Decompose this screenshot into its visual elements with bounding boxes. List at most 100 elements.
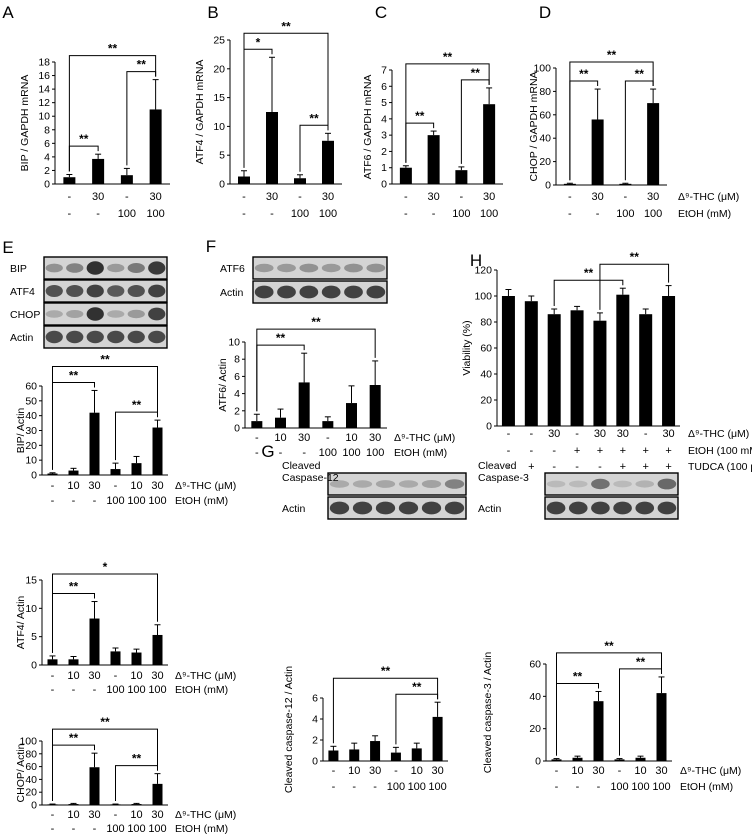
significance-marker: ** (607, 48, 617, 62)
condition-label: EtOH (mM) (680, 781, 733, 793)
condition-value: 100 (319, 447, 337, 459)
condition-value: 30 (431, 765, 443, 777)
blot-label: Actin (282, 503, 306, 515)
significance-marker: ** (69, 731, 79, 745)
condition-value: - (575, 461, 579, 473)
blot-band (546, 480, 566, 488)
significance-bracket (619, 668, 662, 756)
significance-marker: ** (132, 752, 142, 766)
condition-value: 10 (571, 765, 583, 777)
condition-value: - (432, 208, 436, 220)
condition-value: - (72, 495, 76, 507)
condition-value: + (528, 461, 534, 473)
blot-band (127, 309, 145, 319)
y-tick-label: 20 (213, 63, 225, 75)
blot-label: ATF6 (220, 263, 245, 275)
significance-marker: ** (276, 331, 286, 345)
significance-marker: ** (137, 58, 147, 72)
blot-band (568, 480, 588, 488)
bar (370, 741, 381, 761)
condition-value: - (125, 191, 129, 203)
bar (120, 175, 133, 184)
blot-band (66, 263, 84, 273)
significance-marker: ** (471, 66, 481, 80)
condition-value: 30 (88, 670, 100, 682)
condition-value: 30 (662, 428, 674, 440)
condition-label: TUDCA (100 μM) (688, 461, 752, 473)
bar (152, 634, 163, 665)
y-tick-label: 120 (474, 265, 492, 277)
condition-value: - (552, 445, 556, 457)
blot-band (375, 480, 396, 488)
y-tick-label: 14 (38, 84, 50, 96)
y-tick-label: 20 (539, 156, 551, 168)
condition-value: - (555, 781, 559, 793)
condition-value: 10 (274, 432, 286, 444)
condition-value: 30 (617, 428, 629, 440)
bar (89, 618, 100, 665)
y-tick-label: 0 (312, 756, 318, 768)
condition-value: 30 (594, 428, 606, 440)
condition-value: - (51, 480, 55, 492)
y-axis-label: CHOP/ Actin (15, 743, 27, 802)
blot-label: Caspase-3 (478, 472, 529, 484)
y-tick-label: 0 (219, 179, 225, 191)
bar (483, 104, 496, 184)
panel-label: G (261, 442, 274, 461)
bar (47, 473, 58, 475)
bar (619, 183, 632, 185)
bar (411, 748, 422, 761)
condition-value: 30 (322, 191, 334, 203)
bar (275, 417, 286, 428)
blot-band (86, 284, 104, 298)
blot-band (329, 501, 350, 515)
bar (662, 296, 676, 426)
y-tick-label: 15 (25, 575, 37, 587)
condition-label: EtOH (mM) (175, 684, 228, 696)
blot-band (398, 480, 419, 488)
bar (639, 314, 653, 426)
panel-label: E (2, 238, 13, 257)
blot-band (657, 501, 677, 515)
condition-value: - (552, 461, 556, 473)
bar (131, 652, 142, 665)
condition-value: - (302, 447, 306, 459)
significance-marker: ** (381, 664, 391, 678)
blot-band (127, 285, 145, 297)
blot-band (635, 480, 655, 488)
bar (455, 170, 468, 184)
condition-value: - (93, 823, 97, 834)
y-axis-label: BIP / GAPDH mRNA (19, 75, 31, 172)
significance-marker: ** (630, 250, 640, 264)
blot-band (444, 479, 465, 489)
significance-bracket (556, 652, 662, 756)
condition-label: EtOH (mM) (394, 447, 447, 459)
y-tick-label: 1 (381, 162, 387, 174)
blot-band (254, 285, 274, 299)
bar (47, 804, 58, 806)
bar (298, 382, 310, 428)
significance-bracket (556, 682, 599, 756)
y-tick-label: 2 (234, 405, 240, 417)
significance-bracket (599, 263, 670, 310)
condition-value: 100 (342, 447, 360, 459)
bar (614, 759, 625, 761)
bar (656, 693, 667, 761)
condition-value: - (72, 684, 76, 696)
condition-value: 10 (130, 480, 142, 492)
bar (110, 804, 121, 806)
y-tick-label: 0 (44, 179, 50, 191)
condition-value: 30 (298, 432, 310, 444)
condition-value: - (352, 781, 356, 793)
condition-value: - (93, 495, 97, 507)
condition-value: - (568, 191, 572, 203)
bar (110, 469, 121, 475)
y-tick-label: 100 (474, 291, 492, 303)
y-tick-label: 30 (25, 425, 37, 437)
significance-marker: ** (311, 315, 321, 329)
y-tick-label: 20 (529, 723, 541, 735)
